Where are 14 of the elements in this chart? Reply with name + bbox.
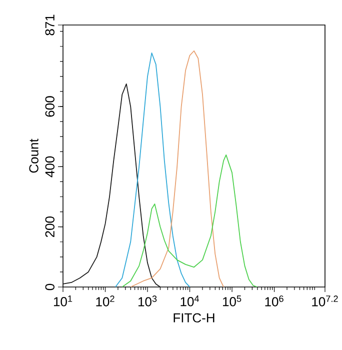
x-tick-label: 10$^{1}$	[54, 296, 72, 306]
x-tick-label: 10$^{6}$	[265, 296, 284, 306]
x-tick-label: 10$^{7.2}$	[312, 296, 338, 306]
y-axis-title: Count	[29, 138, 38, 173]
x-tick-label: 10$^{3}$	[138, 296, 157, 306]
x-axis-title: FITC-H	[174, 313, 214, 322]
x-tick-label: 10$^{5}$	[222, 296, 242, 306]
y-tick-label: 200	[45, 216, 54, 238]
y-tick-label: 600	[45, 96, 54, 117]
y-tick-label: 400	[45, 156, 54, 178]
x-tick-label: 10$^{4}$	[180, 296, 199, 306]
x-tick-label: 10$^{2}$	[96, 296, 114, 306]
y-tick-label: 871	[45, 14, 54, 36]
y-tick-label: 0	[45, 284, 54, 290]
